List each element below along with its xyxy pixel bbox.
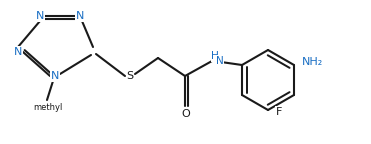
Text: N: N xyxy=(51,71,59,81)
Text: N: N xyxy=(216,56,224,66)
Text: S: S xyxy=(127,71,134,81)
Text: N: N xyxy=(36,11,44,21)
Text: NH₂: NH₂ xyxy=(302,57,323,67)
Text: H: H xyxy=(211,51,219,61)
Text: F: F xyxy=(276,107,282,117)
Text: N: N xyxy=(76,11,84,21)
Text: N: N xyxy=(14,47,22,57)
Text: methyl: methyl xyxy=(33,104,63,112)
Text: O: O xyxy=(182,109,190,119)
